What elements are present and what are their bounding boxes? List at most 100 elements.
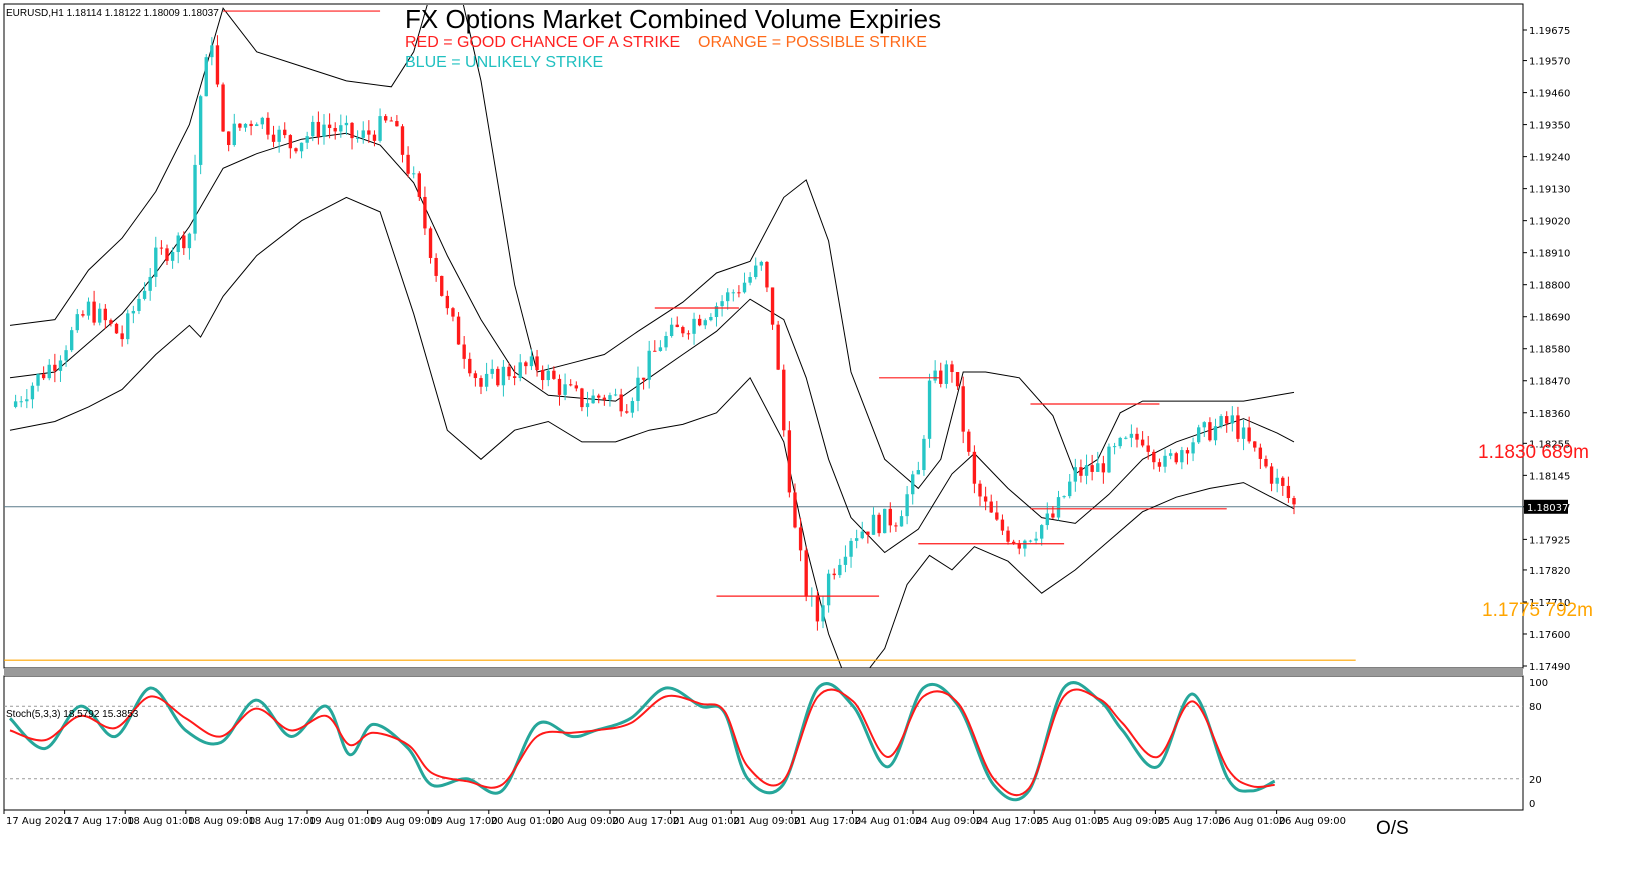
candle-body [58, 360, 63, 371]
y-tick-label: 1.19240 [1529, 153, 1570, 164]
candle-body [1017, 543, 1021, 549]
candle-body [866, 531, 870, 535]
candle-body [75, 314, 79, 331]
candle-body [1157, 462, 1162, 467]
upper-band [9, 5, 1295, 490]
oscillator-panel-frame [3, 675, 1524, 811]
candle-body [1180, 450, 1184, 463]
candle-body [417, 173, 421, 197]
candle-body [597, 395, 601, 398]
candle-body [1112, 446, 1117, 448]
candle-body [1269, 466, 1274, 484]
candle-body [871, 514, 876, 535]
chart-title: FX Options Market Combined Volume Expiri… [405, 4, 942, 34]
candle-body [883, 508, 887, 534]
candle-body [1000, 519, 1005, 531]
candle-body [1292, 498, 1296, 505]
candle-body [283, 129, 287, 136]
candle-body [653, 350, 657, 352]
candle-body [109, 320, 113, 324]
candle-body [333, 127, 337, 132]
candle-body [552, 370, 556, 379]
candle-body [826, 573, 831, 606]
candle-body [574, 385, 578, 389]
candle-body [423, 196, 427, 229]
candle-body [916, 470, 921, 475]
candle-body [754, 265, 758, 278]
candle-body [737, 292, 741, 294]
candle-body [972, 451, 977, 484]
candle-body [445, 295, 450, 309]
candle-body [434, 257, 438, 276]
candle-body [888, 508, 892, 526]
candle-body [585, 403, 590, 408]
candle-body [742, 282, 747, 293]
candle-body [608, 395, 612, 400]
candle-body [1040, 525, 1044, 539]
candle-body [518, 362, 522, 379]
candle-body [479, 378, 483, 387]
candle-body [260, 117, 264, 125]
candle-body [995, 512, 999, 520]
candle-body [1264, 458, 1268, 467]
candle-body [355, 137, 360, 139]
candle-body [512, 376, 517, 379]
candle-body [944, 364, 949, 384]
candle-body [748, 277, 752, 283]
candle-body [955, 372, 960, 387]
candle-body [1241, 427, 1246, 439]
candle-body [630, 401, 635, 413]
candle-body [327, 124, 332, 128]
candle-body [232, 123, 236, 146]
candle-body [1281, 477, 1285, 486]
candle-body [989, 501, 993, 513]
y-tick-label: 1.17600 [1529, 630, 1570, 641]
candle-body [1258, 447, 1263, 459]
stochastic-signal-line [9, 688, 1275, 797]
candle-body [294, 148, 298, 152]
candle-body [636, 377, 640, 402]
candle-body [619, 394, 623, 412]
candle-body [25, 399, 29, 402]
candle-body [1185, 450, 1190, 454]
candle-body [468, 358, 472, 374]
oscillator-y-label: 0 [1529, 799, 1535, 810]
x-tick-label: 19 Aug 09:00 [370, 816, 437, 827]
candle-body [456, 316, 461, 345]
candle-body [1168, 453, 1173, 456]
candle-body [137, 298, 141, 311]
oscillator-y-label: 100 [1529, 678, 1548, 689]
candle-body [854, 538, 859, 541]
candle-body [658, 347, 663, 351]
y-tick-label: 1.19350 [1529, 121, 1570, 132]
y-tick-label: 1.17490 [1529, 662, 1570, 673]
y-tick-label: 1.17925 [1529, 535, 1570, 546]
candle-body [165, 248, 169, 261]
candle-body [367, 130, 371, 135]
candle-body [473, 373, 478, 379]
oversold-label: O/S [1376, 818, 1409, 839]
candle-body [1163, 455, 1167, 467]
y-tick-label: 1.17710 [1529, 598, 1570, 609]
candle-body [372, 134, 377, 141]
candle-body [1253, 441, 1257, 448]
candle-body [1196, 427, 1201, 443]
candle-body [726, 292, 730, 302]
candle-body [1045, 513, 1049, 526]
candle-body [1090, 465, 1094, 472]
candle-body [1135, 433, 1139, 440]
candle-body [389, 120, 393, 122]
candle-body [440, 275, 444, 296]
candle-body [19, 401, 23, 403]
candle-body [860, 531, 864, 539]
candle-body [524, 362, 528, 367]
candle-body [625, 411, 629, 413]
candle-body [1079, 467, 1083, 476]
y-tick-label: 1.17820 [1529, 566, 1570, 577]
candle-body [210, 45, 214, 58]
symbol-header: EURUSD,H1 1.18114 1.18122 1.18009 1.1803… [6, 8, 219, 19]
candle-body [950, 364, 954, 373]
candle-body [580, 388, 584, 408]
candle-body [288, 135, 293, 149]
